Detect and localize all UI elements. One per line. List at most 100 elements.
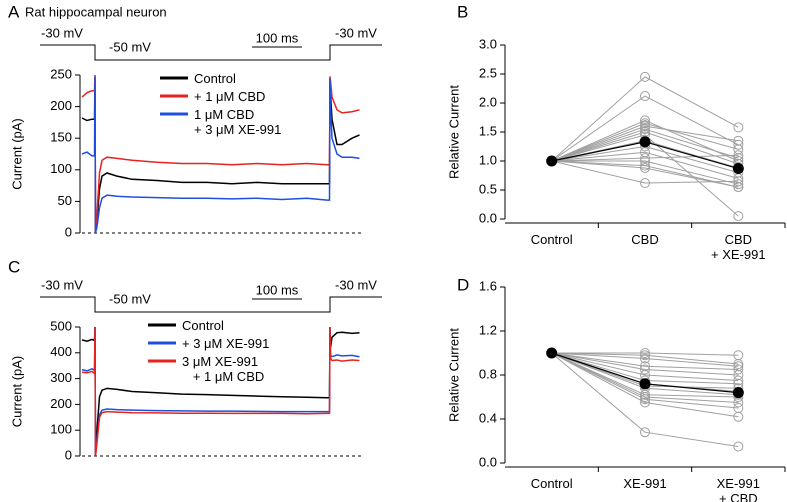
protocol-label: 100 ms: [255, 282, 299, 298]
cell-line: [551, 154, 739, 162]
y-axis-label: Current (pA): [9, 118, 24, 190]
mean-point: [639, 378, 651, 390]
cell-line: [551, 352, 739, 376]
legend-label: 3 μM XE-991 + 1 μM CBD: [182, 354, 265, 384]
legend-label: Control: [182, 318, 224, 333]
protocol-label: -50 mV: [109, 291, 151, 307]
current-trace: [81, 326, 360, 457]
cell-line: [551, 95, 739, 162]
cell-point: [640, 350, 650, 361]
y-tick-label: 2.0: [479, 94, 497, 109]
y-axis-label: Relative Current: [446, 85, 461, 179]
cell-point: [733, 150, 744, 161]
cell-line: [551, 134, 739, 217]
current-trace: [81, 76, 360, 234]
y-tick-label: 50: [58, 193, 72, 208]
x-tick-label: Control: [530, 476, 573, 491]
protocol-label: -50 mV: [109, 39, 151, 55]
legend-label: 1 μM CBD + 3 μM XE-991: [194, 107, 282, 137]
y-tick-label: 0: [65, 224, 72, 239]
x-tick-label: XE-991 + CBD: [716, 476, 761, 502]
cell-point: [733, 441, 744, 452]
cell-line: [551, 122, 739, 162]
y-tick-label: 0.8: [479, 366, 497, 381]
y-tick-label: 1.6: [479, 278, 497, 293]
cell-line: [551, 352, 739, 403]
cell-point: [640, 178, 650, 189]
cell-point: [640, 348, 650, 358]
mean-point: [732, 163, 744, 175]
cell-point: [733, 361, 744, 372]
y-tick-label: 400: [50, 344, 72, 359]
cell-line: [551, 128, 739, 162]
y-tick-label: 250: [50, 66, 72, 81]
cell-point: [640, 91, 650, 102]
cell-point: [733, 211, 744, 222]
y-tick-label: 0.0: [479, 210, 497, 225]
panel-letter: D: [457, 275, 470, 295]
cell-line: [551, 151, 739, 179]
cell-point: [733, 359, 744, 369]
cell-point: [733, 135, 744, 146]
y-axis-label: Current (pA): [9, 356, 24, 428]
panel-letter: A: [8, 2, 20, 22]
cell-line: [551, 125, 739, 162]
voltage-protocol: [40, 44, 382, 61]
cell-point: [733, 182, 744, 193]
protocol-label: -30 mV: [335, 25, 377, 41]
cell-line: [551, 76, 739, 162]
mean-point: [546, 155, 558, 167]
cell-point: [640, 364, 650, 375]
cell-line: [551, 352, 739, 365]
y-tick-label: 200: [50, 98, 72, 113]
cell-point: [733, 364, 744, 375]
legend-label: + 1 μM CBD: [194, 89, 266, 104]
cell-point: [733, 122, 744, 133]
cell-line: [551, 160, 739, 188]
cell-line: [551, 352, 739, 370]
x-tick-label: CBD: [631, 232, 659, 247]
y-tick-label: 0: [65, 447, 72, 462]
y-axis-label: Relative Current: [446, 328, 461, 422]
cell-line: [551, 131, 739, 165]
y-tick-label: 3.0: [479, 36, 497, 51]
y-tick-label: 0.5: [479, 181, 497, 196]
y-tick-label: 100: [50, 161, 72, 176]
cell-line: [551, 352, 739, 447]
x-tick-label: Control: [530, 232, 573, 247]
y-tick-label: 500: [50, 318, 72, 333]
voltage-protocol: [40, 296, 382, 313]
cell-point: [733, 179, 744, 190]
x-tick-label: XE-991: [623, 476, 667, 491]
cell-line: [551, 160, 739, 184]
y-tick-label: 300: [50, 370, 72, 385]
cell-point: [640, 160, 650, 171]
cell-point: [640, 394, 650, 405]
cell-point: [733, 153, 744, 164]
y-tick-label: 150: [50, 130, 72, 145]
protocol-label: -30 mV: [335, 277, 377, 293]
cell-line: [551, 352, 739, 367]
protocol-label: -30 mV: [41, 277, 83, 293]
y-tick-label: 0.0: [479, 454, 497, 469]
cell-point: [733, 411, 744, 422]
y-tick-label: 2.5: [479, 65, 497, 80]
cell-point: [640, 427, 650, 438]
mean-point: [639, 136, 651, 148]
legend-label: + 3 μM XE-991: [182, 336, 270, 351]
cell-line: [551, 119, 739, 162]
cell-point: [640, 115, 650, 126]
protocol-label: 100 ms: [255, 30, 299, 46]
cell-point: [640, 353, 650, 364]
cell-point: [640, 397, 650, 408]
cell-line: [551, 352, 739, 409]
y-tick-label: 100: [50, 422, 72, 437]
panel-letter: B: [457, 2, 469, 22]
cell-point: [640, 71, 650, 82]
cell-line: [551, 352, 739, 356]
cell-line: [551, 352, 739, 418]
y-tick-label: 0.4: [479, 410, 497, 425]
cell-point: [733, 176, 744, 187]
y-tick-label: 200: [50, 396, 72, 411]
